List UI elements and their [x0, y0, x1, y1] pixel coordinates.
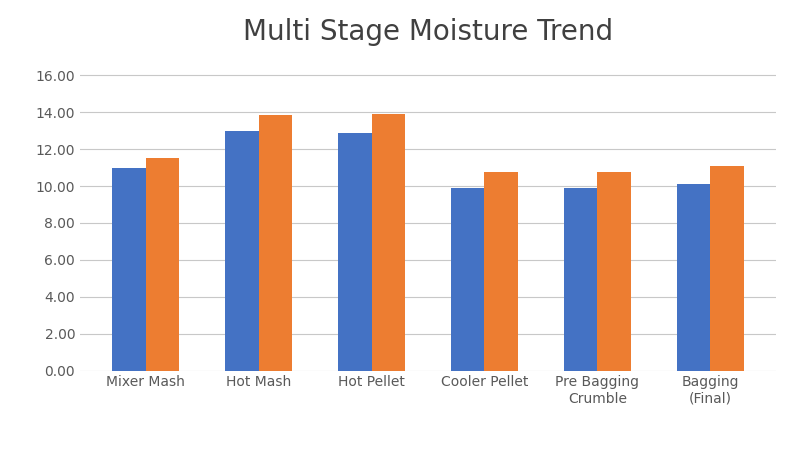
- Bar: [710, 166, 744, 370]
- Bar: [258, 115, 293, 370]
- Bar: [563, 188, 598, 370]
- Legend: Control, Fylax Forte: Control, Fylax Forte: [319, 472, 537, 475]
- Bar: [146, 159, 179, 370]
- Bar: [598, 172, 631, 370]
- Bar: [338, 133, 371, 370]
- Bar: [450, 188, 485, 370]
- Title: Multi Stage Moisture Trend: Multi Stage Moisture Trend: [243, 19, 613, 47]
- Bar: [112, 168, 146, 370]
- Bar: [371, 114, 406, 370]
- Bar: [677, 184, 710, 370]
- Bar: [485, 172, 518, 370]
- Bar: [225, 131, 258, 370]
